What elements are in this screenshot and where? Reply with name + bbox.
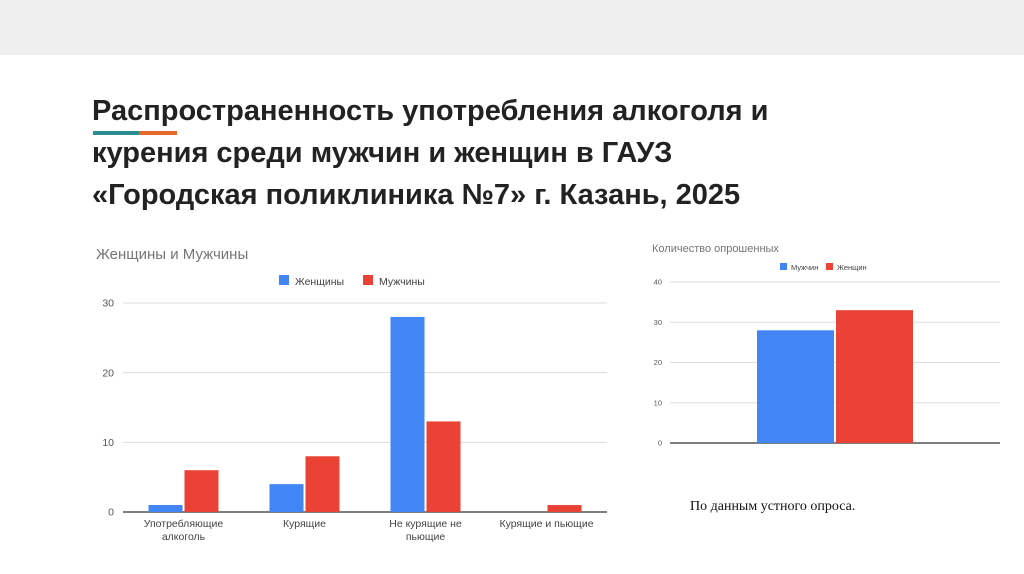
source-note: По данным устного опроса. — [690, 499, 856, 514]
chart-respondents-count: Количество опрошенных Мужчин Женщин 0 10 20 30… — [652, 243, 1000, 448]
y-tick-label: 0 — [658, 439, 662, 448]
y-tick-label: 10 — [102, 437, 114, 449]
legend-label-2: Женщин — [837, 263, 867, 272]
legend-label-1: Мужчин — [791, 263, 818, 272]
x-category-label: Курящие — [283, 518, 326, 530]
x-category-label: Не курящие не — [389, 518, 462, 530]
bar-series-1 — [390, 316, 425, 512]
title-accent-orange — [139, 131, 177, 135]
bar-series-1 — [148, 505, 183, 512]
y-tick-label: 20 — [102, 367, 114, 379]
legend-swatch-2 — [363, 275, 373, 285]
bar-series-2 — [426, 421, 461, 512]
chart-title: Количество опрошенных — [652, 243, 779, 255]
y-tick-label: 40 — [654, 278, 662, 287]
slide-title-line: курения среди мужчин и женщин в ГАУЗ — [92, 137, 673, 169]
chart-women-and-men: Женщины и Мужчины Женщины Мужчины 0 10 20 30 Уп… — [96, 246, 607, 543]
bar-series-1 — [269, 484, 304, 512]
x-category-label: Употребляющие — [144, 518, 224, 530]
y-tick-label: 20 — [654, 358, 662, 367]
slide-title: Распространенность употребления алкоголя… — [92, 90, 912, 216]
bar-series-2 — [184, 470, 219, 512]
legend-label-2: Мужчины — [379, 276, 425, 288]
bar-series-1 — [757, 330, 834, 443]
legend-swatch-1 — [279, 275, 289, 285]
top-bar — [0, 0, 1024, 55]
legend-swatch-2 — [826, 263, 833, 270]
slide-title-line: Распространенность употребления алкоголя… — [92, 95, 769, 127]
legend-swatch-1 — [780, 263, 787, 270]
bar-series-2 — [547, 505, 582, 512]
y-tick-label: 10 — [654, 398, 662, 407]
slide-title-line: «Городская поликлиника №7» г. Казань, 20… — [92, 179, 741, 211]
bar-series-2 — [305, 456, 340, 512]
y-tick-label: 30 — [102, 298, 114, 310]
chart-title: Женщины и Мужчины — [96, 246, 248, 263]
x-category-label: Курящие и пьющие — [499, 518, 593, 530]
y-tick-label: 0 — [108, 507, 114, 519]
y-tick-label: 30 — [654, 318, 662, 327]
bar-series-2 — [836, 310, 913, 443]
x-category-label: пьющие — [406, 531, 446, 543]
x-category-label: алкоголь — [162, 531, 206, 543]
title-accent-teal — [93, 131, 139, 135]
legend-label-1: Женщины — [295, 276, 344, 288]
